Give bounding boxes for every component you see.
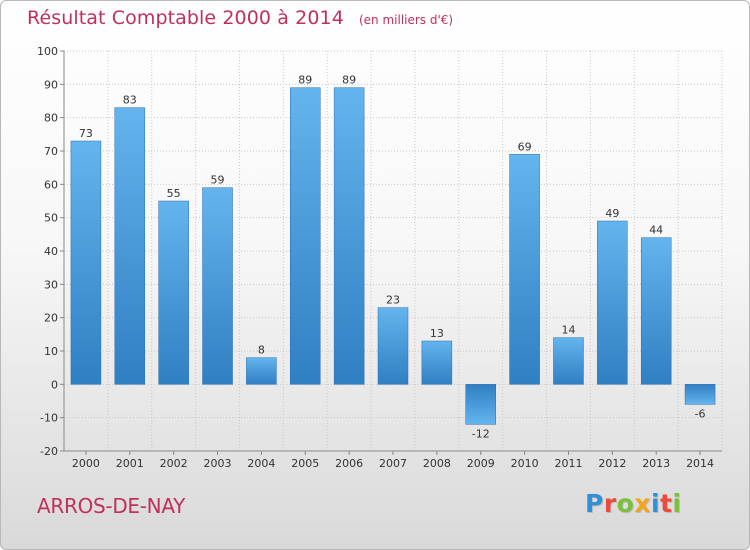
bar-2000 — [70, 140, 102, 385]
y-tick-label: 100 — [37, 45, 58, 58]
y-tick-label: 40 — [44, 245, 58, 258]
bar-2006 — [333, 87, 365, 385]
value-label-2012: 49 — [605, 207, 619, 220]
bar-2012 — [597, 220, 628, 385]
axis-layer: -20 -10 0 10 20 30 40 50 60 70 80 90 100 — [37, 45, 722, 458]
bar-2009 — [465, 384, 496, 425]
x-tick-label-2009: 2009 — [467, 457, 495, 470]
x-tick-label-2007: 2007 — [379, 457, 407, 470]
x-tick-label-2002: 2002 — [160, 457, 188, 470]
bar-2003 — [202, 187, 233, 385]
value-label-2004: 8 — [258, 344, 265, 357]
y-tick-label: 20 — [44, 312, 58, 325]
y-tick-label: 10 — [44, 345, 58, 358]
value-label-2001: 83 — [123, 94, 137, 107]
bar-2002 — [158, 200, 189, 385]
x-tick-label-2006: 2006 — [335, 457, 363, 470]
x-tick-label-2000: 2000 — [72, 457, 100, 470]
x-tick-label-2011: 2011 — [554, 457, 582, 470]
x-tick-label-2003: 2003 — [204, 457, 232, 470]
value-label-2009: -12 — [472, 427, 490, 440]
chart-title: Résultat Comptable 2000 à 2014 — [27, 7, 344, 29]
x-tick-label-2005: 2005 — [291, 457, 319, 470]
x-tick-label-2008: 2008 — [423, 457, 451, 470]
value-label-2010: 69 — [518, 140, 532, 153]
bar-2008 — [421, 340, 453, 385]
value-label-2007: 23 — [386, 294, 400, 307]
chart-unit: (en milliers d'€) — [358, 13, 454, 27]
y-tick-label: 70 — [44, 145, 58, 158]
grid-layer — [63, 50, 723, 452]
y-tick-label: 0 — [51, 378, 58, 391]
value-label-2003: 59 — [211, 174, 225, 187]
x-tick-label-2001: 2001 — [116, 457, 144, 470]
bar-2005 — [290, 87, 321, 385]
x-tick-label-2004: 2004 — [247, 457, 275, 470]
proxiti-logo: Proxiti — [585, 489, 682, 518]
x-tick-label-2013: 2013 — [642, 457, 670, 470]
x-tick-label-2010: 2010 — [511, 457, 539, 470]
logo-letter: t — [660, 489, 673, 518]
bar-2010 — [509, 154, 540, 385]
value-label-2008: 13 — [430, 327, 444, 340]
value-label-2011: 14 — [561, 324, 575, 337]
bar-2013 — [640, 237, 672, 385]
title-block: Résultat Comptable 2000 à 2014 (en milli… — [27, 7, 453, 29]
logo-letter: i — [672, 489, 682, 518]
y-tick-label: -20 — [40, 445, 58, 458]
y-tick-label: -10 — [40, 412, 58, 425]
logo-letter: r — [603, 489, 617, 518]
label-layer: 73 2000 83 2001 55 2002 59 2003 8 2004 89 2005 89 200… — [72, 74, 714, 470]
bar-2011 — [553, 337, 584, 385]
bar-2004 — [246, 357, 277, 385]
x-tick-label-2014: 2014 — [686, 457, 714, 470]
value-label-2013: 44 — [649, 224, 663, 237]
x-tick-label-2012: 2012 — [598, 457, 626, 470]
commune-name: ARROS-DE-NAY — [37, 494, 186, 518]
bar-2007 — [377, 307, 409, 385]
bar-2001 — [114, 107, 146, 385]
bar-2014 — [684, 384, 716, 405]
value-label-2000: 73 — [79, 127, 93, 140]
bar-layer — [70, 87, 716, 425]
value-label-2006: 89 — [342, 74, 356, 87]
value-label-2002: 55 — [167, 187, 181, 200]
y-tick-label: 90 — [44, 78, 58, 91]
logo-letter: o — [616, 489, 635, 518]
y-tick-label: 50 — [44, 212, 58, 225]
y-tick-label: 30 — [44, 278, 58, 291]
value-label-2014: -6 — [695, 407, 706, 420]
y-tick-label: 80 — [44, 112, 58, 125]
logo-letter: P — [585, 489, 604, 518]
y-tick-label: 60 — [44, 178, 58, 191]
logo-letter: x — [634, 489, 651, 518]
logo-letter: i — [651, 489, 661, 518]
value-label-2005: 89 — [298, 74, 312, 87]
